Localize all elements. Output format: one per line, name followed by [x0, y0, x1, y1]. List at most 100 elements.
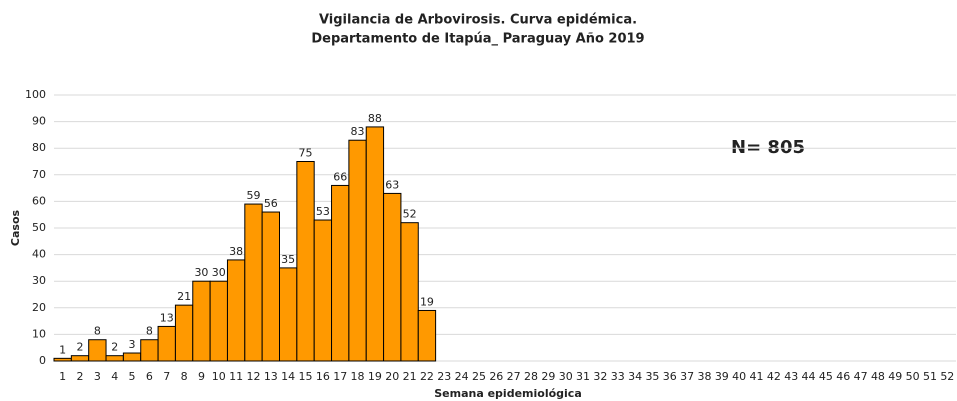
- bar: [279, 267, 298, 362]
- bar: [53, 357, 72, 362]
- bar: [192, 280, 211, 362]
- y-tick-label: 80: [32, 141, 46, 154]
- bar: [348, 139, 367, 362]
- x-tick-label: 23: [437, 370, 451, 383]
- bar: [400, 222, 419, 362]
- x-tick-label: 7: [163, 370, 170, 383]
- x-tick-label: 28: [524, 370, 538, 383]
- x-tick-label: 18: [351, 370, 365, 383]
- x-tick-label: 11: [229, 370, 243, 383]
- bar: [88, 339, 107, 362]
- y-tick-label: 90: [32, 115, 46, 128]
- bar: [261, 211, 280, 362]
- y-tick-label: 100: [25, 88, 46, 101]
- x-tick-label: 52: [940, 370, 954, 383]
- x-tick-label: 39: [715, 370, 729, 383]
- data-label: 21: [177, 290, 191, 303]
- x-tick-label: 21: [403, 370, 417, 383]
- x-tick-label: 8: [181, 370, 188, 383]
- x-tick-label: 43: [784, 370, 798, 383]
- data-label: 75: [299, 147, 313, 160]
- data-label: 30: [212, 266, 226, 279]
- x-tick-label: 27: [507, 370, 521, 383]
- data-label: 38: [229, 245, 243, 258]
- data-label: 1: [59, 343, 66, 356]
- bar: [226, 259, 246, 362]
- x-tick-label: 31: [576, 370, 590, 383]
- x-tick-label: 36: [663, 370, 677, 383]
- chart-title: Vigilancia de Arbovirosis. Curva epidémi…: [319, 13, 637, 28]
- x-tick-label: 30: [559, 370, 573, 383]
- x-tick-label: 22: [420, 370, 434, 383]
- x-tick-label: 40: [732, 370, 746, 383]
- x-tick-label: 5: [129, 370, 136, 383]
- y-axis-label: Casos: [9, 209, 22, 246]
- y-tick-label: 40: [32, 248, 46, 261]
- x-tick-label: 29: [541, 370, 555, 383]
- data-label: 53: [316, 205, 330, 218]
- data-label: 8: [146, 325, 153, 338]
- x-tick-label: 6: [146, 370, 153, 383]
- data-label: 19: [420, 295, 434, 308]
- x-tick-label: 4: [111, 370, 118, 383]
- x-tick-label: 50: [906, 370, 920, 383]
- data-label: 66: [333, 170, 347, 183]
- bar: [313, 219, 333, 362]
- x-tick-label: 14: [281, 370, 295, 383]
- data-label: 52: [403, 208, 417, 221]
- x-tick-label: 16: [316, 370, 330, 383]
- x-tick-label: 46: [836, 370, 850, 383]
- y-tick-label: 50: [32, 221, 46, 234]
- bar: [105, 355, 124, 362]
- x-axis-label: Semana epidemiológica: [434, 387, 582, 400]
- y-tick-label: 70: [32, 168, 46, 181]
- bar: [122, 352, 142, 362]
- data-label: 30: [194, 266, 208, 279]
- x-tick-label: 15: [299, 370, 313, 383]
- data-label: 2: [111, 341, 118, 354]
- x-tick-label: 1: [59, 370, 66, 383]
- bar: [331, 184, 350, 362]
- x-tick-label: 34: [628, 370, 642, 383]
- bar: [70, 355, 90, 362]
- bar: [244, 203, 263, 362]
- x-tick-label: 49: [888, 370, 902, 383]
- data-label: 2: [77, 341, 84, 354]
- x-tick-label: 3: [94, 370, 101, 383]
- y-tick-label: 30: [32, 274, 46, 287]
- bar: [417, 309, 437, 362]
- data-label: 83: [351, 125, 365, 138]
- data-label: 88: [368, 112, 382, 125]
- x-tick-label: 37: [680, 370, 694, 383]
- x-tick-label: 32: [593, 370, 607, 383]
- x-tick-label: 33: [611, 370, 625, 383]
- x-tick-label: 48: [871, 370, 885, 383]
- bar: [365, 126, 385, 362]
- x-tick-label: 44: [802, 370, 816, 383]
- x-tick-label: 47: [854, 370, 868, 383]
- y-tick-label: 10: [32, 327, 46, 340]
- x-tick-label: 26: [489, 370, 503, 383]
- x-tick-label: 24: [455, 370, 469, 383]
- data-label: 63: [385, 178, 399, 191]
- bar: [296, 161, 315, 362]
- x-tick-label: 51: [923, 370, 937, 383]
- y-tick-label: 60: [32, 194, 46, 207]
- x-tick-label: 17: [333, 370, 347, 383]
- x-tick-label: 38: [697, 370, 711, 383]
- x-tick-label: 12: [246, 370, 260, 383]
- y-tick-label: 20: [32, 301, 46, 314]
- x-tick-label: 9: [198, 370, 205, 383]
- bar: [209, 280, 228, 362]
- x-tick-label: 42: [767, 370, 781, 383]
- x-tick-label: 10: [212, 370, 226, 383]
- bar: [174, 304, 194, 362]
- data-label: 8: [94, 325, 101, 338]
- data-label: 56: [264, 197, 278, 210]
- y-tick-label: 0: [39, 354, 46, 367]
- data-label: 35: [281, 253, 295, 266]
- x-tick-label: 2: [77, 370, 84, 383]
- bar: [157, 325, 176, 362]
- x-tick-label: 19: [368, 370, 382, 383]
